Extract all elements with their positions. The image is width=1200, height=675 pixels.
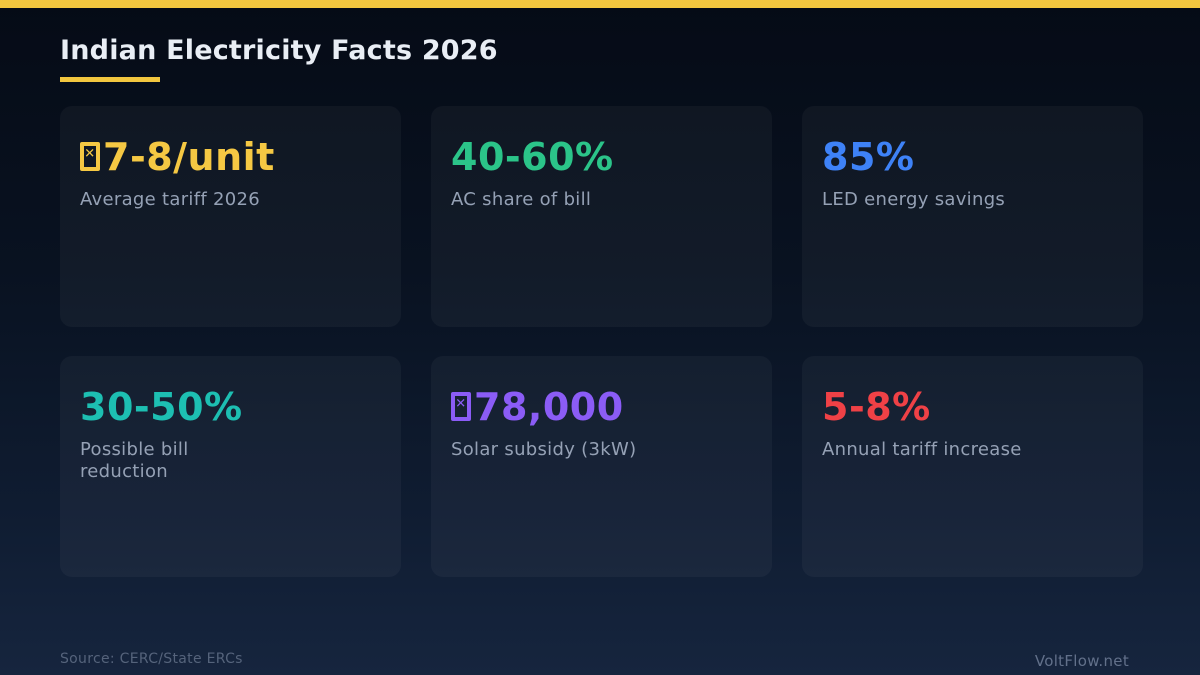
- stat-label: Average tariff 2026: [80, 189, 261, 210]
- stat-card-led-savings: 85% LED energy savings: [802, 106, 1143, 327]
- stat-value-text: 78,000: [474, 385, 624, 429]
- stats-grid: ✕ 7-8/unit Average tariff 2026 40-60% AC …: [60, 106, 1143, 577]
- stat-label: Solar subsidy (3kW): [451, 439, 637, 460]
- page-title: Indian Electricity Facts 2026: [60, 35, 498, 66]
- title-underline: [60, 77, 160, 82]
- stat-label: AC share of bill: [451, 189, 592, 210]
- stat-value-text: 85%: [822, 135, 915, 179]
- stat-value: ✕ 7-8/unit: [80, 136, 377, 178]
- stat-label: Annual tariff increase: [822, 439, 1022, 460]
- stat-card-bill-reduction: 30-50% Possible bill reduction: [60, 356, 401, 577]
- stat-value-text: 40-60%: [451, 135, 614, 179]
- rupee-missing-glyph-icon: ✕: [80, 142, 100, 171]
- stat-value-text: 7-8/unit: [103, 135, 275, 179]
- source-note: Source: CERC/State ERCs: [60, 651, 243, 667]
- stat-value: 85%: [822, 136, 1119, 178]
- stat-value: 5-8%: [822, 386, 1119, 428]
- stat-label: Possible bill reduction: [80, 439, 189, 482]
- stat-card-ac-share: 40-60% AC share of bill: [431, 106, 772, 327]
- stat-card-average-tariff: ✕ 7-8/unit Average tariff 2026: [60, 106, 401, 327]
- stat-value-text: 5-8%: [822, 385, 931, 429]
- stat-value: ✕ 78,000: [451, 386, 748, 428]
- missing-glyph-x-icon: ✕: [84, 146, 96, 162]
- missing-glyph-x-icon: ✕: [455, 396, 467, 412]
- stat-value-text: 30-50%: [80, 385, 243, 429]
- stat-card-tariff-increase: 5-8% Annual tariff increase: [802, 356, 1143, 577]
- stat-label: LED energy savings: [822, 189, 1006, 210]
- stat-card-solar-subsidy: ✕ 78,000 Solar subsidy (3kW): [431, 356, 772, 577]
- page-header: Indian Electricity Facts 2026: [60, 34, 1140, 82]
- top-accent-bar: [0, 0, 1200, 8]
- rupee-missing-glyph-icon: ✕: [451, 392, 471, 421]
- stat-value: 40-60%: [451, 136, 748, 178]
- brand-watermark: VoltFlow.net: [1034, 652, 1129, 670]
- stat-value: 30-50%: [80, 386, 377, 428]
